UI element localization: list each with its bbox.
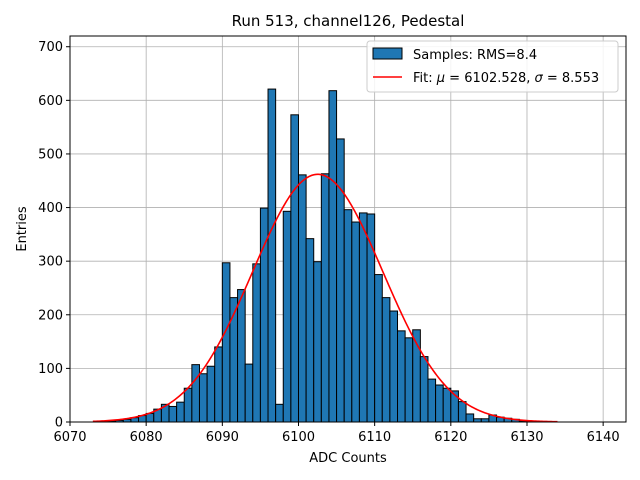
y-tick-label: 700 bbox=[38, 40, 63, 55]
histogram-bar bbox=[297, 174, 307, 423]
histogram-bar bbox=[397, 330, 406, 423]
histogram-bar bbox=[252, 263, 261, 423]
histogram-bar bbox=[290, 114, 299, 423]
x-tick-label: 6080 bbox=[130, 430, 163, 445]
histogram-bar bbox=[275, 403, 284, 423]
x-tick-label: 6100 bbox=[282, 430, 315, 445]
x-tick-label: 6130 bbox=[510, 430, 543, 445]
histogram-bar bbox=[465, 413, 475, 423]
legend-box bbox=[366, 40, 619, 93]
histogram-bar bbox=[229, 297, 239, 423]
histogram-bar bbox=[267, 88, 277, 423]
histogram-bar bbox=[427, 378, 437, 423]
y-tick-label: 500 bbox=[38, 147, 63, 162]
legend-hist-label: Samples: RMS=8.4 bbox=[413, 48, 537, 63]
legend-hist-swatch bbox=[372, 47, 403, 60]
x-tick-label: 6070 bbox=[53, 430, 86, 445]
histogram-bar bbox=[351, 221, 360, 423]
y-tick-label: 300 bbox=[38, 255, 63, 270]
histogram-bars bbox=[99, 88, 543, 423]
histogram-bar bbox=[374, 274, 383, 423]
x-tick-label: 6090 bbox=[206, 430, 239, 445]
x-tick-label: 6110 bbox=[358, 430, 391, 445]
y-tick-label: 0 bbox=[55, 416, 63, 431]
histogram-bar bbox=[328, 90, 338, 423]
histogram-bar bbox=[343, 209, 353, 423]
x-tick-label: 6140 bbox=[587, 430, 620, 445]
histogram-bar bbox=[457, 401, 467, 423]
histogram-bar bbox=[419, 356, 429, 423]
histogram-bar bbox=[320, 173, 330, 423]
histogram-bar bbox=[244, 363, 254, 423]
y-axis-label: Entries bbox=[15, 206, 30, 252]
histogram-bar bbox=[176, 401, 185, 423]
histogram-bar bbox=[389, 310, 399, 423]
histogram-bar bbox=[435, 384, 444, 423]
y-axis-ticks: 0 100 200 300 400 500 600 700 bbox=[38, 40, 70, 431]
histogram-bar bbox=[282, 210, 292, 423]
histogram-bar bbox=[168, 405, 178, 423]
chart-title: Run 513, channel126, Pedestal bbox=[232, 12, 465, 30]
histogram-bar bbox=[221, 262, 231, 423]
histogram-bar bbox=[336, 138, 345, 423]
histogram-bar bbox=[313, 261, 322, 423]
y-tick-label: 100 bbox=[38, 362, 63, 377]
histogram-bar bbox=[206, 365, 216, 423]
gaussian-fit-curve bbox=[92, 173, 558, 423]
legend: Samples: RMS=8.4 Fit: μ = 6102.528, σ = … bbox=[366, 40, 619, 93]
histogram-bar bbox=[305, 238, 315, 423]
histogram-bar bbox=[358, 212, 368, 423]
histogram-bar bbox=[214, 346, 223, 423]
histogram-bar bbox=[183, 387, 193, 423]
legend-fit-label: Fit: μ = 6102.528, σ = 8.553 bbox=[413, 71, 599, 86]
histogram-bar bbox=[198, 373, 208, 423]
histogram-bar bbox=[381, 297, 391, 423]
plot-frame bbox=[69, 35, 627, 423]
x-axis-label: ADC Counts bbox=[309, 451, 387, 466]
y-tick-label: 600 bbox=[38, 94, 63, 109]
x-axis-ticks: 6070 6080 6090 6100 6110 6120 6130 6140 bbox=[53, 422, 620, 445]
x-tick-label: 6120 bbox=[434, 430, 467, 445]
histogram-bar bbox=[404, 337, 414, 423]
y-tick-label: 200 bbox=[38, 308, 63, 323]
y-tick-label: 400 bbox=[38, 201, 63, 216]
histogram-bar bbox=[237, 289, 246, 423]
histogram-bar bbox=[191, 364, 200, 423]
fit-line bbox=[92, 173, 558, 423]
histogram-bar bbox=[442, 387, 452, 423]
